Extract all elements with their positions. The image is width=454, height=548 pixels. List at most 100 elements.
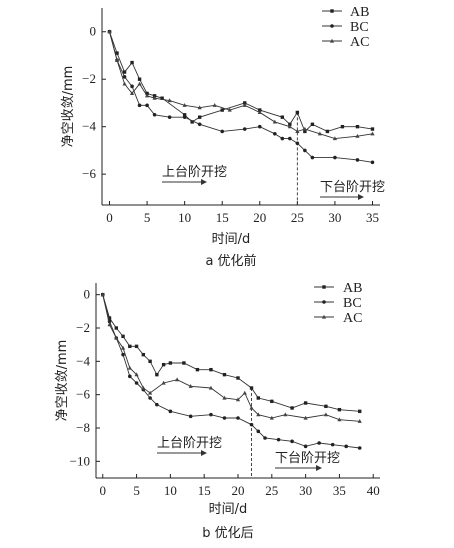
series-ac-line	[102, 294, 360, 422]
series-bc-point	[182, 115, 187, 119]
series-ac-point	[182, 103, 187, 107]
series-ac-point	[107, 322, 112, 327]
series-ac-point	[357, 419, 362, 423]
series-ac-point	[122, 81, 127, 86]
series-ab-point	[152, 94, 157, 98]
annotation-arrow-head	[201, 450, 207, 456]
series-bc-point	[330, 442, 335, 447]
series-ac-point	[317, 131, 322, 136]
series-ac-point	[212, 103, 217, 107]
series-ac-point	[167, 98, 172, 103]
series-ac-point	[114, 335, 119, 340]
x-tick-label: 35	[366, 210, 379, 225]
series-ab-point	[182, 361, 186, 365]
series-bc-point	[152, 113, 157, 117]
series-bc-line	[109, 31, 373, 163]
series-ab-point	[310, 122, 315, 127]
series-bc-point	[276, 437, 281, 442]
chart-a: 0 5 10 15 20 25 30 35 0 −2 −4 −6 时间/d 净空收敛/mm a 优化前 ABB…	[60, 5, 385, 269]
series-ab-point	[295, 110, 300, 115]
series-bc-point	[130, 84, 134, 89]
series-bc-line	[102, 294, 360, 449]
series-ab-point	[137, 77, 142, 81]
x-axis-label: 时间/d	[212, 232, 251, 247]
series-bc-point	[249, 422, 254, 427]
chart-b: 0 5 10 15 20 25 30 35 40 0 −2 −4 −6 −8 −10 时间/d 净空收敛/mm b…	[54, 281, 380, 541]
legend-ab-marker	[322, 285, 326, 289]
x-tick-label: 35	[333, 483, 346, 498]
x-tick-label: 20	[253, 210, 266, 225]
series-ab-point	[197, 115, 202, 119]
legend-ac-marker	[329, 38, 335, 43]
series-ac-point	[249, 405, 254, 410]
y-tick-label: −8	[76, 420, 90, 435]
series-bc-point	[257, 124, 262, 129]
series-bc-point	[148, 396, 152, 400]
series-ac-point	[269, 415, 274, 420]
series-ab-point	[270, 399, 274, 404]
x-axis-label: 时间/d	[209, 502, 248, 517]
series-ab-point	[288, 122, 292, 127]
series-ac-point	[127, 365, 132, 370]
series-ac-point	[134, 372, 139, 377]
legend-bc-marker	[330, 24, 334, 28]
x-tick-label: 0	[106, 210, 113, 225]
series-bc-point	[236, 416, 240, 420]
annotation-lower-bench: 下台阶开挖	[320, 180, 385, 195]
series-bc-point	[167, 115, 172, 119]
series-ac-point	[208, 385, 214, 390]
series-ab-point	[258, 108, 262, 112]
x-tick-label: 15	[198, 483, 211, 498]
series-ac-point	[256, 412, 261, 417]
series-ac-point	[227, 107, 232, 112]
series-ab-point	[280, 115, 285, 119]
annotation-upper-bench: 上台阶开挖	[157, 436, 222, 451]
chart-caption: a 优化前	[205, 253, 256, 269]
series-ab-point	[134, 344, 139, 349]
series-ab-line	[109, 31, 373, 133]
legend-ac-label: AC	[343, 311, 362, 326]
series-ac-point	[147, 390, 153, 395]
series-ab-point	[370, 127, 375, 131]
series-bc-point	[242, 127, 247, 131]
series-ab-point	[303, 401, 308, 405]
series-ab-point	[121, 334, 125, 339]
legend-bc-label: BC	[343, 296, 362, 311]
series-bc-point	[188, 414, 193, 419]
series-ac-point	[188, 384, 193, 388]
series-bc-point	[145, 103, 149, 108]
series-ac-point	[129, 91, 135, 96]
series-ab-point	[243, 101, 247, 105]
series-ac-point	[355, 133, 360, 138]
annotation-arrow-head	[201, 179, 207, 185]
series-ac-point	[100, 292, 105, 297]
x-tick-label: 5	[144, 210, 151, 225]
legend-ac-marker	[321, 314, 327, 319]
series-ac-point	[137, 81, 142, 86]
y-tick-label: −4	[76, 353, 90, 368]
series-bc-point	[295, 141, 300, 146]
series-ab-point	[209, 367, 213, 372]
series-ac-point	[144, 93, 150, 98]
series-bc-point	[263, 436, 267, 440]
series-ab-point	[145, 91, 149, 96]
series-ac-point	[303, 415, 308, 420]
series-ac-point	[337, 417, 342, 422]
series-bc-point	[288, 136, 292, 141]
series-ac-point	[175, 377, 180, 382]
series-ac-point	[283, 412, 288, 417]
series-ac-point	[107, 29, 112, 34]
series-bc-point	[317, 441, 321, 445]
series-ab-point	[195, 367, 200, 372]
series-bc-point	[333, 155, 337, 160]
series-bc-point	[155, 402, 159, 407]
series-ab-point	[130, 60, 134, 65]
series-ac-line	[109, 31, 373, 139]
series-ab-point	[182, 113, 187, 117]
series-bc-point	[290, 439, 294, 444]
y-axis-label: 净空收敛/mm	[54, 340, 70, 422]
series-ac-point	[235, 397, 241, 402]
series-ac-point	[257, 110, 262, 115]
legend-ab-label: AB	[350, 5, 369, 20]
series-ab-point	[155, 372, 159, 377]
